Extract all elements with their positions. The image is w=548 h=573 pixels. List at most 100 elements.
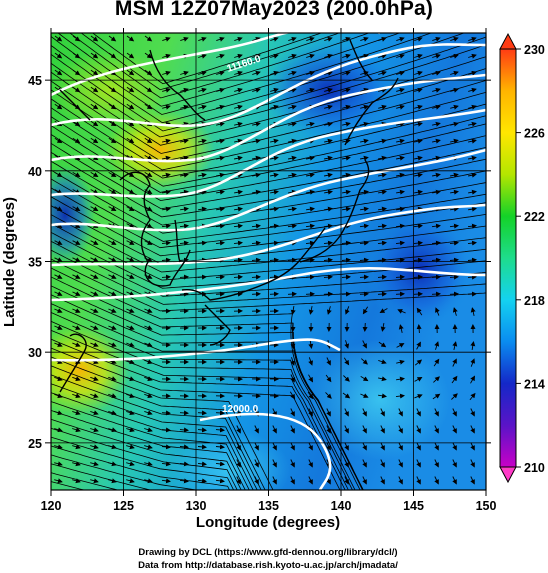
streamline <box>80 33 341 91</box>
wind-arrow <box>179 274 189 280</box>
wind-arrow <box>326 425 331 434</box>
wind-arrow <box>432 53 441 59</box>
wind-arrow <box>54 393 63 398</box>
wind-arrow <box>108 461 117 467</box>
wind-arrow <box>416 307 423 316</box>
wind-arrow <box>54 427 63 433</box>
wind-arrow <box>395 121 405 127</box>
wind-arrow <box>144 103 153 110</box>
wind-arrow <box>290 476 295 485</box>
wind-arrow <box>254 476 259 485</box>
wind-arrow <box>197 427 207 433</box>
wind-arrow <box>144 137 153 144</box>
wind-arrow <box>360 393 369 398</box>
wind-arrow <box>144 427 153 433</box>
wind-arrow <box>342 70 351 76</box>
wind-arrow <box>396 359 405 365</box>
wind-arrow <box>359 274 369 280</box>
wind-arrow <box>215 410 225 416</box>
cold-anomaly-west <box>51 165 95 265</box>
wind-arrow <box>72 52 81 59</box>
wind-arrow <box>287 257 297 263</box>
wind-arrow <box>431 138 441 144</box>
wind-arrow <box>397 309 406 314</box>
wind-arrow <box>72 172 81 178</box>
wind-arrow <box>288 104 297 110</box>
wind-arrow <box>90 291 99 296</box>
colorbar-label-210: 210 <box>524 461 545 475</box>
streamline <box>92 33 323 85</box>
wind-arrow <box>216 206 225 212</box>
wind-arrow <box>108 206 117 211</box>
wind-arrow <box>234 70 243 76</box>
wind-arrow <box>162 70 171 76</box>
wind-arrow <box>432 70 441 76</box>
coastline <box>119 171 191 287</box>
wind-arrow <box>398 476 403 485</box>
streamline <box>69 33 370 99</box>
wind-arrow <box>413 257 423 263</box>
wind-arrow <box>360 36 369 42</box>
streamline <box>51 356 274 490</box>
wind-arrow <box>342 392 351 399</box>
wind-arrow <box>72 206 81 211</box>
wind-arrow <box>467 274 477 280</box>
wind-arrow <box>233 240 243 246</box>
streamline <box>51 427 238 490</box>
wind-arrow <box>414 36 423 42</box>
streamline <box>51 320 353 490</box>
wind-arrow <box>90 206 99 211</box>
wind-arrow <box>290 459 295 468</box>
wind-arrow <box>252 189 261 195</box>
wind-arrow <box>179 240 189 246</box>
wind-arrow <box>126 444 135 450</box>
wind-arrow <box>344 476 349 485</box>
wind-arrow <box>344 340 350 349</box>
wind-arrow <box>236 425 241 434</box>
wind-arrow <box>306 70 315 76</box>
wind-arrow <box>433 358 440 367</box>
wind-arrow <box>470 307 476 317</box>
wind-arrow <box>144 69 153 76</box>
wind-arrow <box>90 69 99 76</box>
wind-arrow <box>450 87 459 93</box>
wind-arrow <box>396 172 405 178</box>
colorbar-scale <box>499 48 517 468</box>
wind-arrow <box>197 274 207 280</box>
wind-arrow <box>377 240 387 246</box>
wind-arrow <box>377 291 387 297</box>
wind-arrow <box>359 121 369 127</box>
wind-arrow <box>396 343 405 348</box>
wind-arrow <box>162 189 171 195</box>
wind-arrow <box>414 377 423 382</box>
wind-arrow <box>90 274 99 279</box>
wind-arrow <box>326 408 331 417</box>
wind-arrow <box>308 374 314 383</box>
wind-arrow <box>324 36 333 42</box>
wind-arrow <box>144 478 153 484</box>
wind-arrow <box>179 461 189 467</box>
coastline <box>204 304 231 346</box>
wind-arrow <box>308 476 313 485</box>
wind-arrow <box>126 376 135 381</box>
wind-arrow <box>72 35 81 42</box>
wind-arrow <box>108 120 117 127</box>
wind-arrow <box>395 240 405 246</box>
wind-arrow <box>108 137 117 144</box>
wind-arrow <box>72 257 81 262</box>
wind-arrow <box>179 478 189 484</box>
wind-arrow <box>180 155 189 161</box>
wind-arrow <box>216 172 225 178</box>
wind-arrow <box>434 408 439 417</box>
coastlines <box>59 39 399 393</box>
wind-arrow <box>414 53 423 59</box>
wind-arrow <box>362 340 367 349</box>
wind-arrow <box>162 104 171 110</box>
wind-arrow <box>360 376 369 382</box>
contour-line <box>199 412 332 490</box>
wind-arrow <box>398 408 403 417</box>
wind-arrow <box>234 206 243 212</box>
wind-arrow <box>342 172 351 178</box>
wind-arrow <box>215 478 225 484</box>
